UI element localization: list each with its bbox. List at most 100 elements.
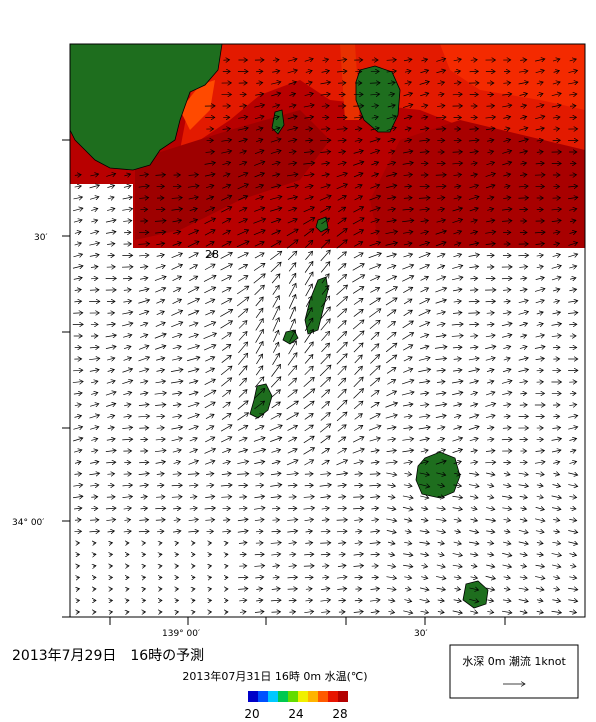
- current-arrow: [386, 519, 396, 521]
- current-arrow: [403, 369, 412, 373]
- current-arrow: [535, 243, 545, 244]
- current-arrow: [204, 218, 216, 225]
- current-arrow: [353, 230, 364, 236]
- current-arrow: [205, 461, 215, 465]
- current-arrow: [321, 612, 330, 613]
- current-arrow: [404, 588, 411, 589]
- current-arrow: [436, 531, 445, 533]
- current-arrow: [107, 427, 115, 429]
- current-arrow: [419, 140, 429, 141]
- current-arrow: [453, 519, 461, 521]
- current-arrow: [354, 355, 363, 364]
- current-arrow: [171, 209, 182, 211]
- colorbar-ticks: 20 24 28: [244, 707, 347, 721]
- current-arrow: [487, 496, 493, 498]
- current-arrow: [536, 370, 544, 371]
- current-arrow: [204, 508, 216, 509]
- current-arrow: [420, 404, 429, 405]
- current-arrow: [271, 185, 280, 187]
- current-arrow: [503, 577, 511, 578]
- current-arrow: [568, 473, 577, 475]
- current-arrow: [238, 353, 247, 365]
- current-arrow: [205, 242, 214, 247]
- current-arrow: [420, 461, 428, 463]
- current-arrow: [485, 392, 495, 395]
- current-arrow: [569, 450, 576, 452]
- current-arrow: [336, 577, 347, 578]
- lon-label: 139° 00′: [162, 629, 200, 639]
- current-arrow: [139, 174, 149, 176]
- current-arrow: [289, 94, 295, 96]
- current-arrow: [369, 265, 381, 270]
- current-arrow: [107, 208, 115, 210]
- current-arrow: [355, 128, 362, 129]
- current-arrow: [105, 232, 116, 234]
- current-arrow: [568, 70, 578, 72]
- current-arrow: [189, 449, 198, 452]
- current-arrow: [569, 404, 576, 405]
- current-arrow: [468, 369, 480, 372]
- current-arrow: [452, 370, 462, 371]
- current-arrow: [170, 369, 183, 371]
- current-arrow: [188, 392, 198, 395]
- current-arrow: [452, 347, 462, 348]
- current-arrow: [303, 566, 314, 567]
- current-arrow: [470, 336, 477, 337]
- current-arrow: [519, 267, 527, 268]
- current-arrow: [272, 318, 279, 332]
- current-arrow: [140, 323, 148, 326]
- current-arrow: [204, 287, 215, 294]
- current-arrow: [452, 289, 462, 291]
- current-arrow: [419, 265, 430, 270]
- current-arrow: [452, 449, 463, 452]
- current-arrow: [123, 186, 131, 188]
- current-arrow: [502, 600, 511, 601]
- current-arrow: [320, 140, 331, 141]
- current-arrow: [254, 414, 264, 420]
- current-arrow: [435, 300, 447, 304]
- current-arrow: [255, 341, 263, 354]
- current-arrow: [535, 105, 544, 107]
- current-arrow: [172, 334, 182, 339]
- current-arrow: [419, 299, 429, 305]
- current-arrow: [155, 266, 165, 269]
- current-arrow: [271, 162, 280, 164]
- current-arrow: [386, 185, 397, 187]
- current-arrow: [337, 59, 346, 60]
- current-arrow: [91, 450, 98, 452]
- current-arrow: [254, 566, 264, 567]
- island: [249, 383, 273, 419]
- current-arrow: [336, 342, 348, 354]
- current-arrow: [404, 140, 411, 142]
- current-arrow: [74, 301, 81, 302]
- current-arrow: [336, 184, 348, 190]
- current-arrow: [452, 508, 463, 510]
- current-arrow: [238, 219, 248, 224]
- current-arrow: [569, 611, 576, 612]
- current-arrow: [254, 173, 265, 178]
- current-arrow: [353, 377, 363, 388]
- current-arrow: [368, 253, 382, 259]
- current-arrow: [470, 231, 477, 233]
- current-arrow: [238, 577, 248, 578]
- current-arrow: [501, 209, 512, 210]
- current-arrow: [304, 272, 313, 286]
- current-arrow: [536, 600, 543, 602]
- current-arrow: [203, 345, 216, 351]
- current-arrow: [403, 59, 412, 60]
- current-arrow: [519, 93, 528, 95]
- current-arrow: [518, 542, 528, 544]
- current-arrow: [90, 462, 99, 464]
- current-arrow: [536, 152, 543, 153]
- current-arrow: [156, 358, 165, 360]
- current-arrow: [402, 265, 413, 270]
- current-arrow: [270, 377, 281, 388]
- current-arrow: [451, 277, 463, 280]
- current-arrow: [155, 322, 165, 327]
- current-arrow: [321, 460, 330, 465]
- current-arrow: [272, 105, 279, 107]
- current-arrow: [91, 278, 98, 279]
- current-arrow: [386, 174, 397, 177]
- current-arrow: [320, 94, 331, 95]
- current-arrow: [138, 289, 149, 292]
